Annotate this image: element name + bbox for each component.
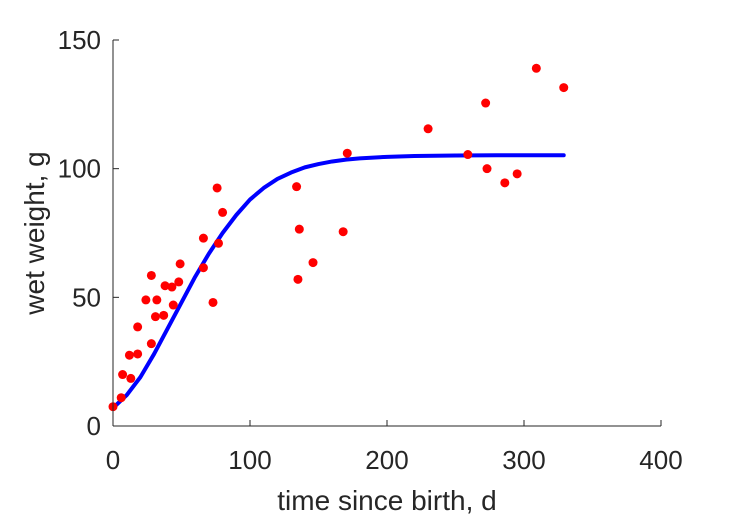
x-axis-label: time since birth, d: [277, 485, 496, 516]
data-point: [212, 183, 222, 193]
data-point: [174, 277, 184, 287]
curve-layer: [111, 153, 566, 410]
data-point: [308, 258, 318, 268]
x-tick-label: 400: [639, 445, 682, 475]
data-point: [342, 148, 352, 158]
data-point: [423, 124, 433, 134]
x-ticks: 0 100 200 300 400: [106, 420, 683, 475]
points-layer: [108, 63, 569, 412]
data-point: [126, 373, 136, 383]
data-point: [500, 178, 510, 188]
data-point: [463, 150, 473, 160]
data-point: [124, 350, 134, 360]
data-point: [160, 281, 170, 291]
data-point: [218, 207, 228, 217]
y-tick-label: 0: [87, 411, 101, 441]
data-point: [208, 297, 218, 307]
data-point: [168, 300, 178, 310]
data-point: [133, 349, 143, 359]
x-tick-label: 200: [365, 445, 408, 475]
fit-curve-line: [111, 153, 566, 410]
y-ticks: 0 50 100 150: [58, 25, 119, 441]
data-point: [167, 282, 177, 292]
data-point: [141, 295, 151, 305]
data-point: [559, 83, 569, 93]
y-tick-label: 100: [58, 154, 101, 184]
data-point: [150, 312, 160, 322]
data-point: [482, 164, 492, 174]
data-point: [116, 393, 126, 403]
data-point: [146, 339, 156, 349]
x-tick-label: 100: [228, 445, 271, 475]
data-point: [293, 274, 303, 284]
data-point: [118, 370, 128, 380]
data-point: [213, 238, 223, 248]
x-tick-label: 0: [106, 445, 120, 475]
y-axis-label: wet weight, g: [19, 151, 50, 315]
y-tick-label: 150: [58, 25, 101, 55]
data-point: [198, 263, 208, 273]
data-point: [152, 295, 162, 305]
data-point: [292, 182, 302, 192]
data-point: [133, 322, 143, 332]
data-point: [481, 98, 491, 108]
data-point: [531, 63, 541, 73]
data-point: [294, 224, 304, 234]
x-tick-label: 300: [502, 445, 545, 475]
data-point: [512, 169, 522, 179]
y-tick-label: 50: [72, 282, 101, 312]
data-point: [198, 233, 208, 243]
data-point: [146, 270, 156, 280]
data-point: [338, 227, 348, 237]
data-point: [159, 310, 169, 320]
data-point: [175, 259, 185, 269]
